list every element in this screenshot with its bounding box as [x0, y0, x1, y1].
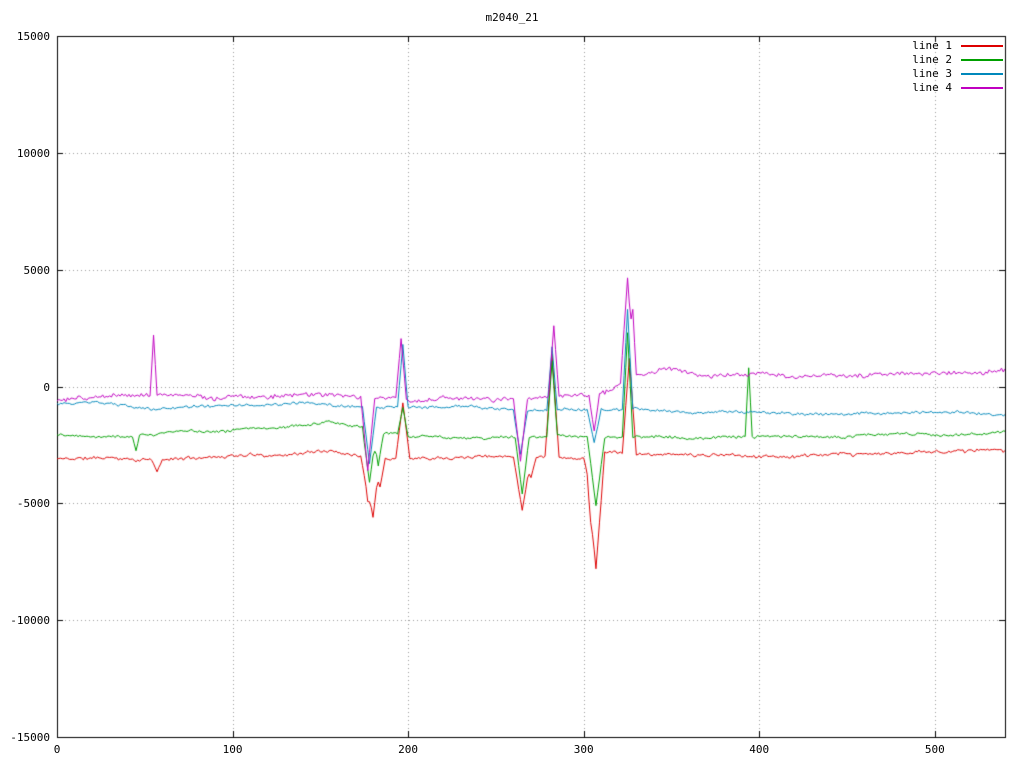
legend-label: line 4	[912, 81, 952, 94]
legend: line 1 line 2 line 3 line 4	[912, 39, 1003, 95]
y-tick-label: -10000	[10, 614, 50, 628]
x-tick-label: 300	[573, 743, 594, 756]
y-tick-label: -5000	[16, 497, 50, 511]
y-tick-label: 0	[43, 380, 50, 394]
y-tick-label: 10000	[16, 146, 50, 160]
x-tick-label: 0	[53, 743, 61, 756]
legend-entry: line 4	[912, 81, 1003, 95]
legend-entry: line 3	[912, 67, 1003, 81]
legend-label: line 2	[912, 53, 952, 66]
y-tick-label: -15000	[10, 731, 50, 744]
x-tick-label: 200	[398, 743, 419, 756]
x-tick-label: 100	[222, 743, 243, 756]
legend-label: line 3	[912, 67, 952, 80]
x-tick-label: 500	[924, 743, 945, 756]
legend-line-sample	[961, 87, 1003, 89]
y-tick-label: 15000	[16, 30, 50, 43]
legend-line-sample	[961, 45, 1003, 47]
legend-line-sample	[961, 59, 1003, 61]
legend-label: line 1	[912, 39, 952, 52]
legend-line-sample	[961, 73, 1003, 75]
x-tick-label: 400	[749, 743, 770, 756]
y-tick-label: 5000	[23, 263, 51, 277]
legend-entry: line 2	[912, 53, 1003, 67]
legend-entry: line 1	[912, 39, 1003, 53]
